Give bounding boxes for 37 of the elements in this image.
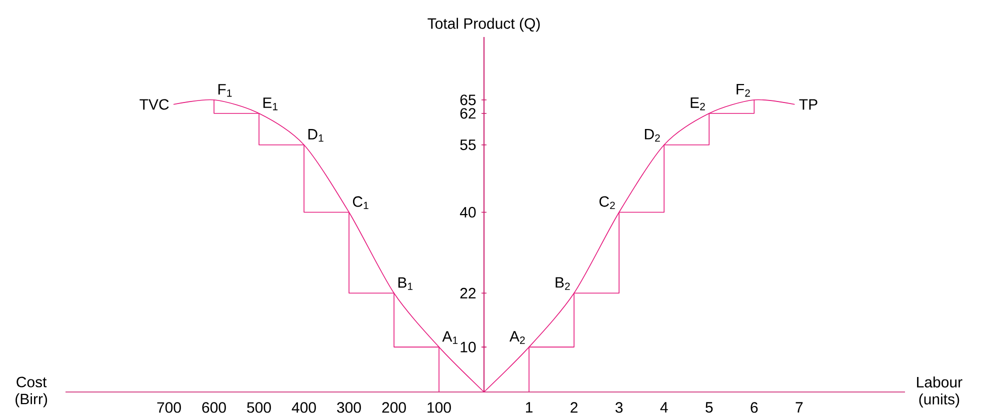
y-tick-label: 40: [460, 206, 476, 218]
x-tick-label: 500: [247, 402, 271, 413]
series-label: TP: [799, 99, 818, 110]
annotation: D$_{2}$: [644, 128, 660, 142]
annotation: F$_{2}$: [736, 84, 750, 97]
x-tick-label: 300: [337, 402, 361, 413]
x-tick-label: 100: [428, 402, 451, 413]
annotation: F$_{1}$: [218, 84, 232, 97]
annotation: C$_{1}$: [352, 196, 368, 210]
annotation: A$_{1}$: [442, 331, 458, 344]
x-tick-label: 3: [615, 402, 623, 413]
annotation: B$_{2}$: [556, 277, 570, 290]
y-tick-label: 22: [460, 288, 476, 298]
annotation: B$_{1}$: [398, 277, 413, 290]
y-tick-label: 65: [460, 94, 476, 106]
x-tick-label: 6: [750, 402, 758, 413]
x-tick-label: 700: [157, 402, 181, 413]
x-tick-label: 600: [202, 402, 226, 413]
x-axis-title: Cost (Birr): [16, 376, 48, 408]
annotation: A$_{2}$: [510, 331, 525, 344]
x-axis-title: Labour (units): [917, 376, 962, 408]
x-tick-label: 4: [660, 402, 668, 413]
y-axis-title: Total Product (Q): [428, 18, 540, 32]
annotation: D$_{1}$: [308, 129, 324, 142]
x-tick-label: 5: [706, 402, 713, 413]
y-tick-label: 10: [460, 342, 476, 352]
series-label: TVC: [140, 99, 169, 110]
x-tick-label: 7: [796, 402, 803, 413]
annotation: E$_{1}$: [263, 98, 278, 110]
x-tick-label: 400: [292, 402, 316, 413]
x-tick-label: 1: [526, 402, 532, 413]
y-tick-label: 62: [460, 108, 476, 119]
x-tick-label: 2: [570, 402, 578, 413]
annotation: E$_{2}$: [690, 98, 705, 110]
x-tick-label: 200: [382, 402, 406, 413]
annotation: C$_{2}$: [599, 196, 615, 210]
y-tick-label: 55: [460, 140, 476, 150]
